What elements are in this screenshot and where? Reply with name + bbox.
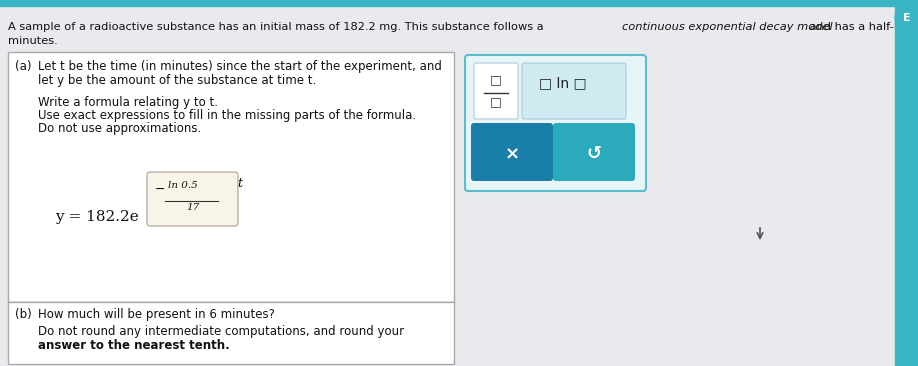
Text: E: E [903, 13, 911, 23]
Text: How much will be present in 6 minutes?: How much will be present in 6 minutes? [38, 308, 274, 321]
Bar [895, 0, 918, 366]
Text: Do not round any intermediate computations, and round your: Do not round any intermediate computatio… [38, 325, 404, 338]
Text: −: − [155, 183, 165, 196]
Text: Do not use approximations.: Do not use approximations. [38, 122, 201, 135]
FancyBboxPatch shape [147, 172, 238, 226]
Text: continuous exponential decay model: continuous exponential decay model [622, 22, 833, 32]
FancyBboxPatch shape [474, 63, 518, 119]
Text: ln 0.5: ln 0.5 [168, 181, 197, 190]
Text: answer to the nearest tenth.: answer to the nearest tenth. [38, 339, 230, 352]
Bar [8, 302, 454, 364]
Circle shape [895, 6, 918, 30]
Text: Let t be the time (in minutes) since the start of the experiment, and: Let t be the time (in minutes) since the… [38, 60, 442, 73]
Text: Use exact expressions to fill in the missing parts of the formula.: Use exact expressions to fill in the mis… [38, 109, 416, 122]
Text: □ ln □: □ ln □ [539, 76, 587, 90]
Text: (b): (b) [15, 308, 32, 321]
Bar [8, 52, 454, 302]
FancyBboxPatch shape [471, 123, 553, 181]
Text: (a): (a) [15, 60, 31, 73]
Text: t: t [237, 177, 242, 190]
Bar [0, 0, 918, 6]
FancyBboxPatch shape [465, 55, 646, 191]
Text: 17: 17 [186, 203, 199, 212]
FancyBboxPatch shape [553, 123, 635, 181]
Text: let y be the amount of the substance at time t.: let y be the amount of the substance at … [38, 74, 316, 87]
Text: minutes.: minutes. [8, 36, 58, 46]
Text: □: □ [490, 73, 502, 86]
Text: Write a formula relating y to t.: Write a formula relating y to t. [38, 96, 218, 109]
Text: ×: × [504, 145, 520, 163]
Text: □: □ [490, 95, 502, 108]
Text: y = 182.2e: y = 182.2e [55, 210, 139, 224]
Text: A sample of a radioactive substance has an initial mass of 182.2 mg. This substa: A sample of a radioactive substance has … [8, 22, 547, 32]
FancyBboxPatch shape [522, 63, 626, 119]
Text: ↺: ↺ [587, 145, 601, 163]
Text: and has a half-life of 17: and has a half-life of 17 [806, 22, 918, 32]
